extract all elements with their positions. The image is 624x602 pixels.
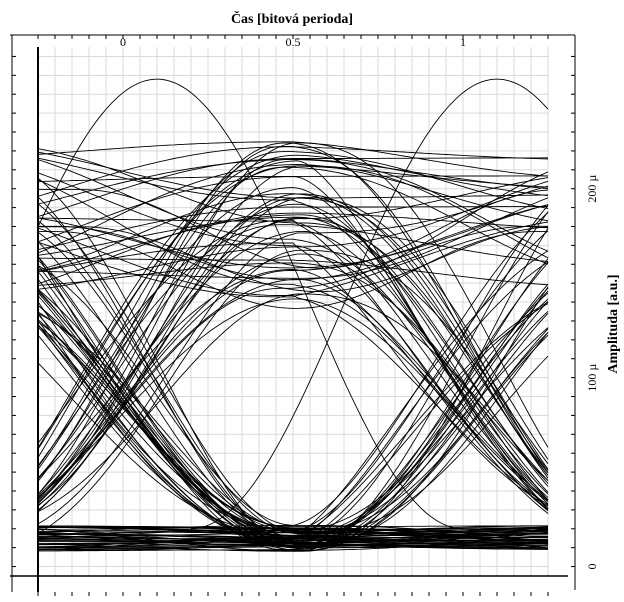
x-axis-title: Čas [bitová perioda] <box>231 10 353 27</box>
x-tick-label: 0 <box>120 35 126 49</box>
y-tick-label: 200 µ <box>585 175 599 203</box>
y-axis-title: Amplituda [a.u.] <box>606 274 621 373</box>
eye-trace <box>38 79 463 529</box>
grid <box>38 47 548 576</box>
y-tick-label: 100 µ <box>585 364 599 392</box>
y-tick-label: 0 <box>585 564 599 570</box>
x-tick-label: 1 <box>460 35 466 49</box>
x-tick-label: 0.5 <box>286 35 301 49</box>
